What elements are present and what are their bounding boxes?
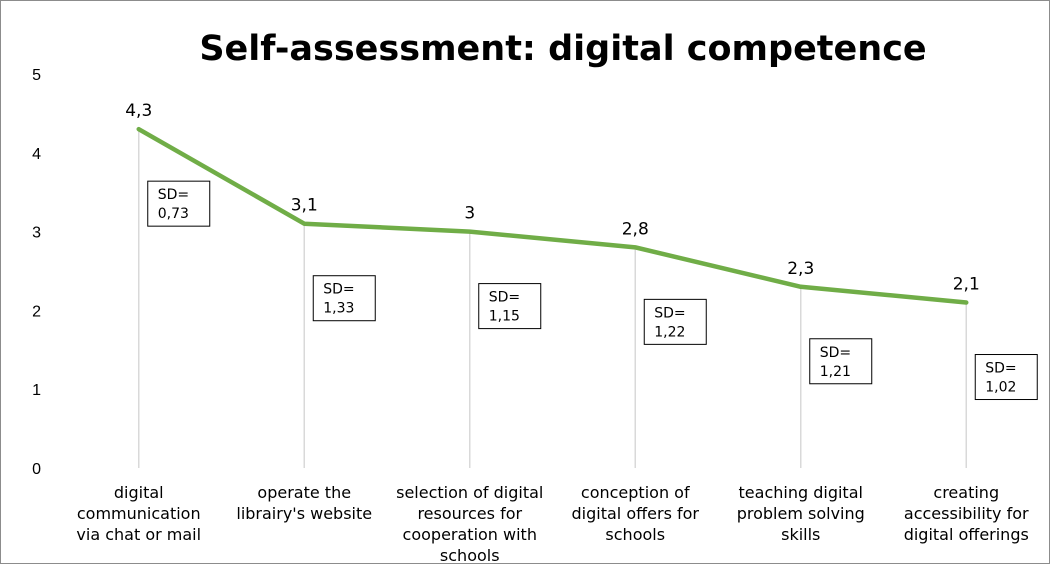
sd-annotation-text: SD= [985, 361, 1016, 377]
x-tick-label: operate the librairy's website [236, 483, 372, 523]
value-labels: 4,3 3,1 3 2,8 2,3 2,1 [125, 101, 980, 294]
x-tick-label: creating accessibility for digital offerin… [904, 483, 1029, 544]
sd-annotation-text: 0,73 [158, 206, 189, 222]
sd-annotation-box [809, 338, 873, 385]
x-tick-label: teaching digital problem solving skills [737, 483, 865, 544]
y-tick-label: 2 [32, 303, 41, 320]
y-tick-label: 5 [32, 67, 41, 84]
y-axis: 0 1 2 3 4 5 [32, 67, 41, 478]
sd-annotation-box [974, 354, 1038, 401]
data-label: 2,8 [622, 219, 649, 239]
data-label: 2,3 [787, 259, 814, 279]
x-axis-labels: digital communication via chat or mail oper… [76, 483, 1029, 563]
sd-annotation: SD= 0,73 [147, 180, 211, 227]
y-tick-label: 3 [32, 225, 41, 242]
sd-annotation-text: 1,22 [654, 324, 685, 340]
y-tick-label: 4 [32, 146, 41, 163]
data-label: 3,1 [291, 196, 318, 216]
sd-annotation-box [312, 275, 376, 322]
chart-title: Self-assessment: digital competence [199, 29, 926, 69]
sd-annotation-box [643, 298, 707, 345]
data-label: 4,3 [125, 101, 152, 121]
sd-annotation: SD= 1,22 [643, 298, 707, 345]
drop-lines [138, 129, 967, 468]
sd-annotation: SD= 1,15 [478, 283, 542, 330]
sd-annotation-text: SD= [820, 345, 851, 361]
sd-annotation-text: 1,02 [985, 380, 1016, 396]
data-label: 2,1 [953, 275, 980, 295]
y-tick-label: 0 [32, 461, 41, 478]
sd-annotation: SD= 1,21 [809, 338, 873, 385]
x-tick-label: digital communication via chat or mail [76, 483, 201, 544]
y-tick-label: 1 [32, 382, 41, 399]
sd-annotation-box [147, 180, 211, 227]
sd-annotation-text: SD= [323, 282, 354, 298]
sd-annotation-text: SD= [158, 187, 189, 203]
sd-annotation-text: 1,15 [489, 309, 520, 325]
sd-annotation-box [478, 283, 542, 330]
sd-annotation-text: 1,33 [323, 301, 354, 317]
sd-annotation-text: SD= [654, 305, 685, 321]
series-line [136, 126, 969, 305]
series-line-group [136, 126, 969, 305]
sd-annotations: SD= 0,73 SD= 1,33 SD= 1,15 SD= 1,22 SD= 1,21 SD= 1,… [147, 180, 1038, 401]
x-tick-label: conception of digital offers for schools [572, 483, 700, 544]
x-tick-label: selection of digital resources for coopera… [396, 483, 543, 563]
sd-annotation: SD= 1,33 [312, 275, 376, 322]
sd-annotation-text: 1,21 [820, 364, 851, 380]
sd-annotation: SD= 1,02 [974, 354, 1038, 401]
data-label: 3 [464, 204, 475, 224]
sd-annotation-text: SD= [489, 290, 520, 306]
